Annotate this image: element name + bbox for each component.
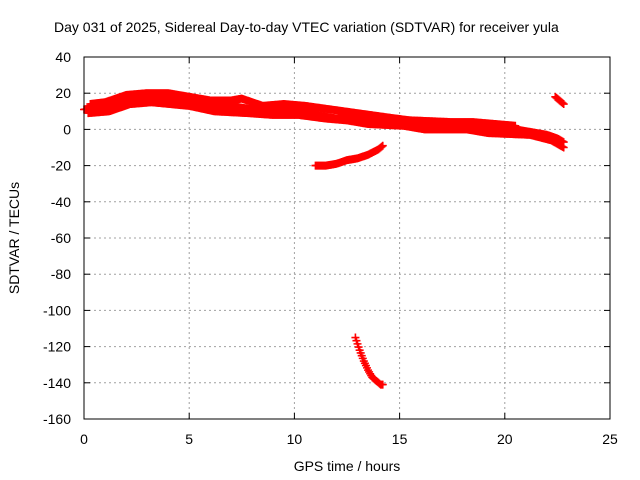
series-upper-band [86,89,520,130]
y-tick-label: -140 [43,375,71,391]
series-lower-band [84,98,568,152]
x-tick-label: 25 [602,431,618,447]
y-tick-label: -160 [43,411,71,427]
x-axis-label: GPS time / hours [294,458,401,474]
series-late-short-segment [551,92,568,109]
data-point-marker [559,100,568,109]
data-point-marker [378,141,387,150]
y-tick-label: 40 [55,49,71,65]
y-tick-label: 20 [55,85,71,101]
series-mid-negative-arc [311,141,387,170]
y-tick-label: 0 [63,121,71,137]
axis-ticks: 0 5 10 15 20 25 -160 -140 -120 -100 -80 -60 -40 -20 0 2… [43,49,618,447]
series-deep-negative-arc [351,333,387,389]
data-points [80,89,568,389]
y-tick-label: -20 [51,158,71,174]
x-tick-label: 0 [80,431,88,447]
x-tick-label: 20 [497,431,513,447]
data-point-marker [511,121,520,130]
chart-title: Day 031 of 2025, Sidereal Day-to-day VTE… [54,19,559,35]
y-axis-label: SDTVAR / TECUs [6,182,22,294]
y-tick-label: -40 [51,194,71,210]
y-tick-label: -120 [43,339,71,355]
y-tick-label: -60 [51,230,71,246]
data-point-marker [559,143,568,152]
x-tick-label: 10 [287,431,303,447]
y-tick-label: -100 [43,302,71,318]
data-point-marker [378,380,387,389]
data-point-marker [377,142,386,151]
data-point-marker [558,99,567,108]
x-tick-label: 15 [392,431,408,447]
y-tick-label: -80 [51,266,71,282]
x-tick-label: 5 [185,431,193,447]
